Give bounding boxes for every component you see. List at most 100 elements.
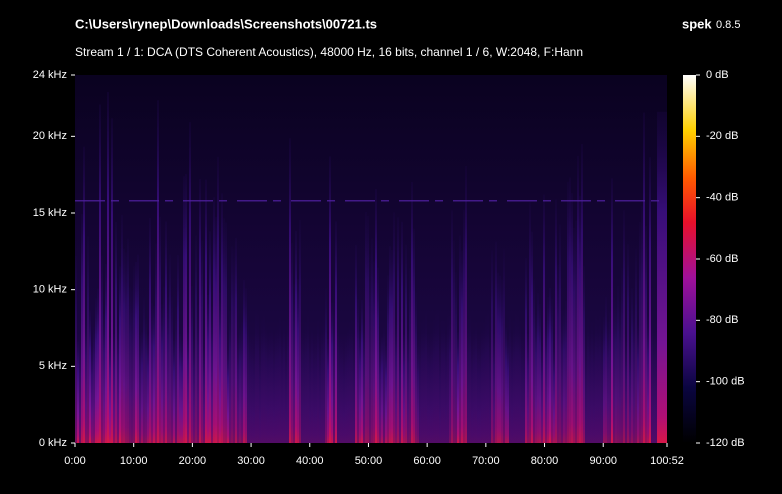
spectrum-stripe	[637, 325, 639, 443]
spectrum-stripe	[421, 322, 423, 443]
spectrum-stripe	[599, 315, 601, 443]
spectrum-stripe	[379, 344, 381, 443]
spectrum-stripe	[281, 337, 283, 443]
spectrum-stripe	[131, 290, 133, 443]
spectrum-stripe	[205, 179, 207, 443]
spectrum-stripe	[567, 181, 569, 443]
spectrum-stripe	[261, 319, 263, 443]
spectrum-stripe	[195, 235, 197, 443]
spectrum-stripe	[475, 323, 477, 443]
spectrum-stripe	[523, 346, 525, 443]
spectrum-stripe	[525, 258, 527, 443]
spectrum-stripe	[207, 295, 209, 443]
spectrum-stripe	[167, 297, 169, 443]
spectrum-stripe	[341, 339, 343, 443]
spectrum-stripe	[395, 320, 397, 443]
spectrum-stripe	[603, 316, 605, 443]
spectrum-stripe	[619, 301, 621, 443]
spectrum-stripe	[163, 286, 165, 443]
spectrum-stripe	[241, 321, 243, 443]
spectrum-stripe	[531, 231, 533, 443]
spectrum-stripe	[387, 275, 389, 443]
spectrum-stripe	[77, 341, 79, 443]
spectrum-stripe	[283, 320, 285, 443]
x-tick-label: 70:00	[472, 455, 500, 467]
spectrum-stripe	[457, 332, 459, 443]
spectrum-stripe	[489, 338, 491, 443]
spectrum-stripe	[299, 219, 301, 443]
x-tick-label: 20:00	[179, 455, 207, 467]
spectrum-stripe	[543, 194, 545, 443]
spectrum-stripe	[101, 255, 103, 443]
spectrum-stripe	[239, 327, 241, 443]
spectrum-stripe	[317, 320, 319, 443]
spectrum-stripe	[83, 146, 85, 443]
spectrum-stripe	[423, 319, 425, 443]
spectrum-stripe	[513, 321, 515, 443]
spectrum-stripe	[95, 298, 97, 443]
spectrum-stripe	[135, 261, 137, 443]
spectrum-stripe	[461, 250, 463, 443]
spectrum-stripe	[487, 310, 489, 443]
spectrum-stripe	[385, 345, 387, 443]
spectrum-stripe	[249, 336, 251, 443]
spectrum-stripe	[151, 302, 153, 443]
spectrum-stripe	[209, 231, 211, 443]
spectrum-stripe	[455, 272, 457, 443]
spectrum-stripe	[237, 337, 239, 443]
spectrum-stripe	[635, 248, 637, 443]
spectrum-stripe	[225, 222, 227, 443]
spectrum-stripe	[269, 329, 271, 443]
spectrum-stripe	[185, 173, 187, 443]
spectrum-stripe	[129, 287, 131, 443]
y-tick-label: 10 kHz	[33, 284, 67, 296]
spectrum-stripe	[627, 244, 629, 443]
spectrum-stripe	[527, 333, 529, 443]
spectrum-stripe	[297, 279, 299, 443]
x-tick-label: 10:00	[120, 455, 148, 467]
spectrum-stripe	[199, 179, 201, 443]
spectrum-stripe	[575, 220, 577, 443]
spectrum-stripe	[503, 248, 505, 443]
spectrum-stripe	[291, 243, 293, 443]
spectrum-stripe	[175, 307, 177, 443]
spectrum-stripe	[533, 279, 535, 443]
spectrum-stripe	[267, 333, 269, 443]
spectrum-stripe	[147, 335, 149, 443]
spectrum-stripe	[357, 298, 359, 443]
spectrum-stripe	[233, 248, 235, 443]
spectrum-stripe	[535, 315, 537, 443]
spectrum-stripe	[663, 111, 665, 443]
spectrum-stripe	[343, 349, 345, 443]
spectrum-stripe	[563, 309, 565, 443]
spectrum-stripe	[197, 305, 199, 443]
spectrum-stripe	[443, 320, 445, 443]
spectrum-stripe	[623, 210, 625, 443]
spectrum-stripe	[127, 238, 129, 443]
spectrum-stripe	[483, 323, 485, 443]
spectrum-stripe	[393, 212, 395, 443]
spectrum-stripe	[573, 228, 575, 443]
spectrum-stripe	[471, 344, 473, 443]
colorbar-tick-label: -20 dB	[706, 130, 738, 142]
spectrum-stripe	[437, 309, 439, 443]
spectrum-stripe	[539, 303, 541, 443]
spectrum-stripe	[391, 250, 393, 443]
spectrum-stripe	[189, 122, 191, 443]
spectrum-stripe	[307, 314, 309, 443]
spectrum-stripe	[303, 329, 305, 443]
spectrum-stripe	[107, 91, 109, 443]
colorbar-tick-label: -100 dB	[706, 376, 745, 388]
spectrum-stripe	[115, 221, 117, 443]
spectrum-stripe	[229, 311, 231, 443]
spectrum-stripe	[617, 285, 619, 443]
spectrum-stripe	[121, 214, 123, 443]
spectrum-stripe	[359, 330, 361, 443]
spectrum-stripe	[517, 314, 519, 443]
spectrum-stripe	[173, 340, 175, 443]
x-tick-label: 30:00	[237, 455, 265, 467]
x-tick-label: 60:00	[413, 455, 441, 467]
app-version: 0.8.5	[716, 19, 740, 31]
spectrum-stripe	[405, 244, 407, 443]
y-tick-label: 24 kHz	[33, 69, 67, 81]
